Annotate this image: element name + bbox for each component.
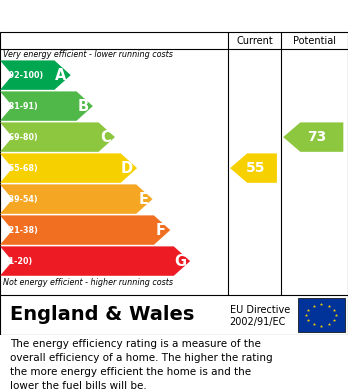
Text: E: E xyxy=(139,192,148,206)
Text: Current: Current xyxy=(236,36,273,45)
Text: (92-100): (92-100) xyxy=(5,71,44,80)
Text: The energy efficiency rating is a measure of the
overall efficiency of a home. T: The energy efficiency rating is a measur… xyxy=(10,339,273,391)
Text: EU Directive: EU Directive xyxy=(230,305,290,315)
Text: (1-20): (1-20) xyxy=(5,256,32,265)
Polygon shape xyxy=(230,153,277,183)
Text: England & Wales: England & Wales xyxy=(10,305,195,325)
Polygon shape xyxy=(0,185,152,214)
Text: F: F xyxy=(156,222,166,238)
Text: 73: 73 xyxy=(307,130,326,144)
Text: B: B xyxy=(78,99,89,114)
Text: (55-68): (55-68) xyxy=(5,163,38,172)
Polygon shape xyxy=(0,60,71,90)
Polygon shape xyxy=(0,91,93,121)
Text: 55: 55 xyxy=(246,161,266,175)
Text: C: C xyxy=(100,129,111,145)
Text: 2002/91/EC: 2002/91/EC xyxy=(230,317,286,327)
Polygon shape xyxy=(0,246,190,276)
Text: (69-80): (69-80) xyxy=(5,133,38,142)
Polygon shape xyxy=(0,122,115,152)
Text: A: A xyxy=(55,68,66,83)
Text: (81-91): (81-91) xyxy=(5,102,38,111)
Text: Very energy efficient - lower running costs: Very energy efficient - lower running co… xyxy=(3,50,173,59)
Text: Energy Efficiency Rating: Energy Efficiency Rating xyxy=(9,9,230,23)
Text: Potential: Potential xyxy=(293,36,336,45)
Polygon shape xyxy=(0,215,170,245)
Bar xyxy=(298,298,345,332)
Text: D: D xyxy=(121,161,133,176)
Text: Not energy efficient - higher running costs: Not energy efficient - higher running co… xyxy=(3,278,174,287)
Polygon shape xyxy=(283,122,343,152)
Text: (39-54): (39-54) xyxy=(5,195,38,204)
Polygon shape xyxy=(0,153,137,183)
Text: (21-38): (21-38) xyxy=(5,226,38,235)
Text: G: G xyxy=(174,254,186,269)
